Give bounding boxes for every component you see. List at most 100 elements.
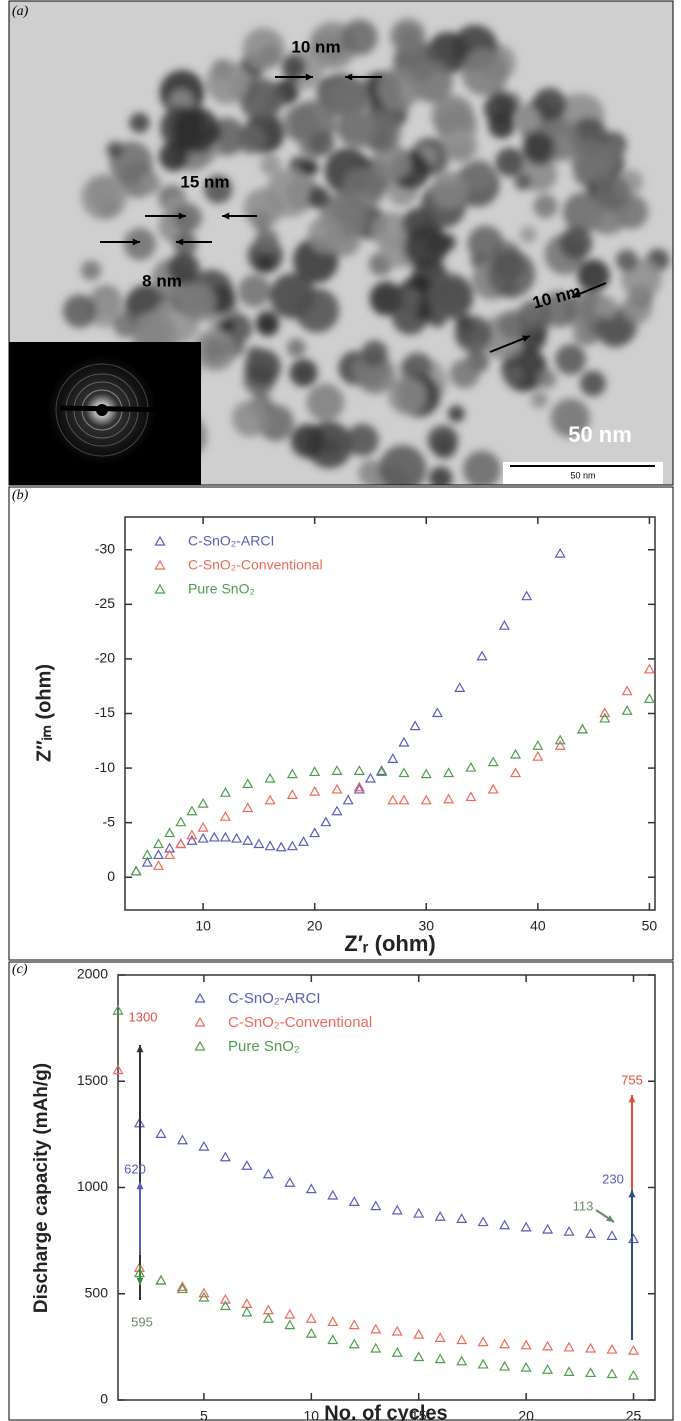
- particle: [427, 425, 459, 456]
- data-point: [434, 1332, 446, 1342]
- legend-marker: [194, 992, 206, 1003]
- data-point: [176, 1283, 188, 1294]
- particle: [444, 129, 478, 164]
- data-point: [499, 1360, 511, 1371]
- particle: [336, 108, 377, 149]
- data-point: [327, 1189, 339, 1200]
- data-point: [262, 1304, 274, 1315]
- data-point: [621, 685, 633, 696]
- particle: [308, 130, 335, 157]
- particle: [355, 353, 396, 394]
- data-point: [275, 841, 287, 852]
- particle: [428, 466, 453, 485]
- particle: [260, 154, 282, 176]
- particle: [404, 224, 448, 269]
- particle: [256, 313, 280, 337]
- data-point: [387, 794, 399, 805]
- data-point: [621, 705, 633, 715]
- particle: [281, 54, 306, 79]
- value-annotation: 113: [573, 1198, 594, 1213]
- y-tick-label: 0: [107, 868, 115, 884]
- data-point: [520, 1339, 532, 1350]
- legend-marker: [154, 559, 166, 570]
- particle: [203, 175, 233, 204]
- data-point: [454, 682, 466, 692]
- particle: [495, 147, 525, 177]
- data-point: [348, 1319, 360, 1330]
- particle: [242, 27, 285, 71]
- y-tick-label: 0: [100, 1391, 108, 1407]
- data-point: [284, 1177, 296, 1187]
- x-tick-label: 5: [200, 1408, 208, 1421]
- data-point: [627, 1233, 640, 1244]
- x-tick-label: 50: [642, 918, 658, 934]
- data-point: [198, 1291, 210, 1302]
- data-point: [532, 740, 544, 750]
- legend-marker: [154, 535, 166, 546]
- data-point: [627, 1369, 640, 1380]
- particle: [621, 293, 652, 324]
- particle: [254, 228, 279, 253]
- data-point: [298, 836, 310, 846]
- particle: [550, 398, 590, 438]
- data-point: [241, 1306, 253, 1317]
- data-point: [264, 840, 276, 851]
- data-point: [370, 1342, 382, 1353]
- data-point: [164, 827, 176, 838]
- x-tick-label: 20: [307, 918, 323, 934]
- particle: [239, 78, 283, 122]
- particle: [461, 48, 509, 96]
- data-point: [599, 712, 611, 723]
- x-tick-label: 20: [518, 1408, 534, 1421]
- particle: [289, 358, 318, 387]
- size-annotation: 8 nm: [142, 271, 182, 290]
- arrow-head: [606, 1215, 614, 1222]
- particle: [307, 216, 344, 253]
- data-point: [520, 1361, 532, 1372]
- particle: [572, 325, 593, 346]
- arrow-head: [305, 73, 313, 81]
- particle: [487, 250, 536, 298]
- particle: [410, 60, 453, 103]
- panel-frame: [8, 961, 674, 1421]
- data-point: [241, 1298, 253, 1308]
- particle: [172, 107, 220, 154]
- data-point: [152, 849, 164, 860]
- data-point: [262, 1168, 274, 1179]
- arrow-head: [132, 238, 140, 246]
- data-point: [198, 1140, 210, 1151]
- size-annotation: 15 nm: [180, 172, 229, 191]
- data-point: [186, 829, 198, 840]
- x-tick-label: 40: [530, 918, 546, 934]
- x-axis-label: Z′ᵣ (ohm): [344, 931, 435, 956]
- y-tick-label: 1000: [77, 1178, 108, 1194]
- x-tick-label: 10: [304, 1408, 320, 1421]
- data-point: [643, 663, 655, 674]
- particle: [519, 226, 537, 244]
- data-point: [286, 768, 298, 779]
- particle: [106, 141, 124, 159]
- particle: [449, 358, 480, 389]
- data-point: [286, 840, 298, 851]
- legend-label: Pure SnO₂: [188, 581, 255, 597]
- data-point: [198, 1287, 210, 1298]
- data-point: [286, 789, 298, 799]
- data-point: [219, 831, 231, 842]
- data-point: [305, 1313, 317, 1323]
- data-point: [164, 842, 176, 853]
- particle: [139, 172, 162, 195]
- data-point: [331, 805, 343, 816]
- particle: [346, 423, 379, 457]
- legend-label: Pure SnO₂: [228, 1038, 300, 1055]
- particle: [294, 288, 340, 333]
- particle: [123, 228, 156, 261]
- data-point: [348, 1196, 360, 1206]
- data-point: [112, 1004, 124, 1015]
- data-point: [398, 794, 410, 805]
- data-point: [155, 1128, 167, 1138]
- particle: [319, 78, 359, 117]
- x-axis-label: No. of cycles: [324, 1402, 447, 1421]
- data-point: [164, 849, 176, 860]
